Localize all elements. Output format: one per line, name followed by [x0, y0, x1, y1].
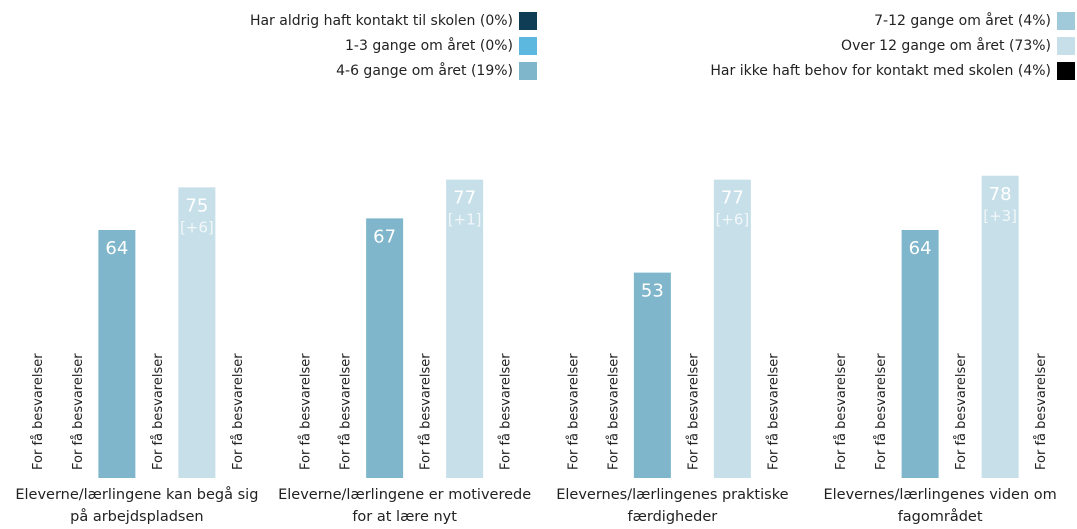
bar — [713, 179, 751, 478]
bar — [981, 175, 1019, 478]
missing-label: For få besvarelser — [299, 353, 314, 470]
missing-label: For få besvarelser — [954, 353, 969, 470]
value-label: 53 — [641, 281, 664, 302]
bar — [366, 218, 404, 478]
legend-swatch — [1057, 37, 1075, 55]
missing-label: For få besvarelser — [606, 353, 621, 470]
missing-label: For få besvarelser — [1034, 353, 1049, 470]
legend-swatch — [519, 37, 537, 55]
missing-label: For få besvarelser — [151, 353, 166, 470]
missing-label: For få besvarelser — [71, 353, 86, 470]
legend-swatch — [1057, 12, 1075, 30]
bar — [446, 179, 484, 478]
value-label: 75 — [185, 195, 208, 216]
legend-label: 1-3 gange om året (0%) — [345, 37, 513, 54]
legend-swatch — [519, 62, 537, 80]
x-tick-label: Eleverne/lærlingene kan begå sig på arbe… — [15, 487, 259, 525]
bar — [178, 187, 216, 478]
change-label: [+6] — [715, 211, 749, 229]
missing-label: For få besvarelser — [419, 353, 434, 470]
x-tick-label: Elevernes/lærlingenes praktiske færdighe… — [556, 487, 789, 525]
missing-label: For få besvarelser — [339, 353, 354, 470]
missing-label: For få besvarelser — [874, 353, 889, 470]
value-label: 64 — [105, 238, 128, 259]
legend-swatch — [519, 12, 537, 30]
legend-label: Har aldrig haft kontakt til skolen (0%) — [250, 13, 513, 29]
bar — [901, 230, 939, 478]
x-tick-label: Elevernes/lærlingenes viden om fagområde… — [823, 487, 1057, 525]
value-label: 77 — [453, 188, 476, 209]
missing-label: For få besvarelser — [766, 353, 781, 470]
legend-label: Over 12 gange om året (73%) — [841, 37, 1051, 54]
x-tick-label: Eleverne/lærlingene er motiverede for at… — [278, 487, 532, 525]
missing-label: For få besvarelser — [231, 353, 246, 470]
change-label: [+3] — [983, 207, 1017, 225]
legend-label: 7-12 gange om året (4%) — [874, 12, 1051, 29]
missing-label: For få besvarelser — [686, 353, 701, 470]
change-label: [+6] — [180, 218, 214, 236]
change-label: [+1] — [448, 211, 482, 229]
value-label: 67 — [373, 226, 396, 247]
missing-label: For få besvarelser — [834, 353, 849, 470]
missing-label: For få besvarelser — [499, 353, 514, 470]
legend-swatch — [1057, 62, 1075, 80]
value-label: 77 — [721, 188, 744, 209]
missing-label: For få besvarelser — [31, 353, 46, 470]
legend-label: Har ikke haft behov for kontakt med skol… — [710, 63, 1051, 79]
missing-label: For få besvarelser — [566, 353, 581, 470]
value-label: 78 — [989, 184, 1012, 205]
legend-label: 4-6 gange om året (19%) — [336, 62, 513, 79]
bar — [633, 272, 671, 478]
value-label: 64 — [909, 238, 932, 259]
bar — [98, 230, 136, 478]
